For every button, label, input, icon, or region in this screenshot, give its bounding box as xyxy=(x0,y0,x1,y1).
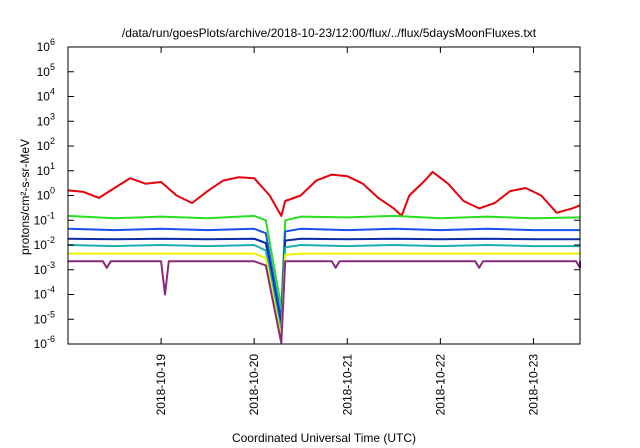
y-tick-label: 106 xyxy=(37,37,55,54)
x-axis-title: Coordinated Universal Time (UTC) xyxy=(232,431,416,445)
x-tick-label-group: 2018-10-19 xyxy=(154,354,168,416)
ticks-layer: 10-6 10-5 10-4 10-3 10-2 10-1 100 101 102 103 104 1… xyxy=(34,37,580,415)
x-tick-label-group: 2018-10-21 xyxy=(340,354,354,416)
y-tick-label: 10-6 xyxy=(34,334,55,351)
series-line-4 xyxy=(67,244,580,334)
y-tick-label: 10-5 xyxy=(34,309,55,326)
y-axis-title-text: protons/cm²-s-sr-MeV xyxy=(18,139,32,255)
y-tick-label: 100 xyxy=(37,186,55,203)
series-line-3 xyxy=(67,237,580,328)
y-tick-label: 10-4 xyxy=(34,285,55,302)
x-tick-label-group: 2018-10-23 xyxy=(526,354,540,416)
y-tick-label: 10-2 xyxy=(34,235,55,252)
x-tick-label: 2018-10-23 xyxy=(526,354,540,416)
x-tick-label: 2018-10-21 xyxy=(340,354,354,416)
x-tick-label: 2018-10-20 xyxy=(247,354,261,416)
x-tick-label: 2018-10-19 xyxy=(154,354,168,416)
y-tick-label: 104 xyxy=(37,87,55,104)
x-tick-label-group: 2018-10-22 xyxy=(433,354,447,416)
series-line-2 xyxy=(67,227,580,321)
y-tick-label: 103 xyxy=(37,111,55,128)
series-line-5 xyxy=(68,252,580,340)
y-tick-label: 105 xyxy=(37,62,55,79)
series-line-0 xyxy=(67,170,581,217)
y-tick-label: 102 xyxy=(37,136,55,153)
x-tick-label: 2018-10-22 xyxy=(433,354,447,416)
y-tick-label: 10-3 xyxy=(34,260,55,277)
y-tick-label: 10-1 xyxy=(34,210,55,227)
y-tick-label: 101 xyxy=(37,161,55,178)
series-line-6 xyxy=(68,260,581,344)
x-tick-label-group: 2018-10-20 xyxy=(247,354,261,416)
series-layer xyxy=(67,170,581,344)
chart-title: /data/run/goesPlots/archive/2018-10-23/1… xyxy=(122,26,537,40)
y-axis-title: protons/cm²-s-sr-MeV xyxy=(18,139,32,255)
plot-frame xyxy=(67,46,581,345)
series-line-1 xyxy=(67,214,581,309)
